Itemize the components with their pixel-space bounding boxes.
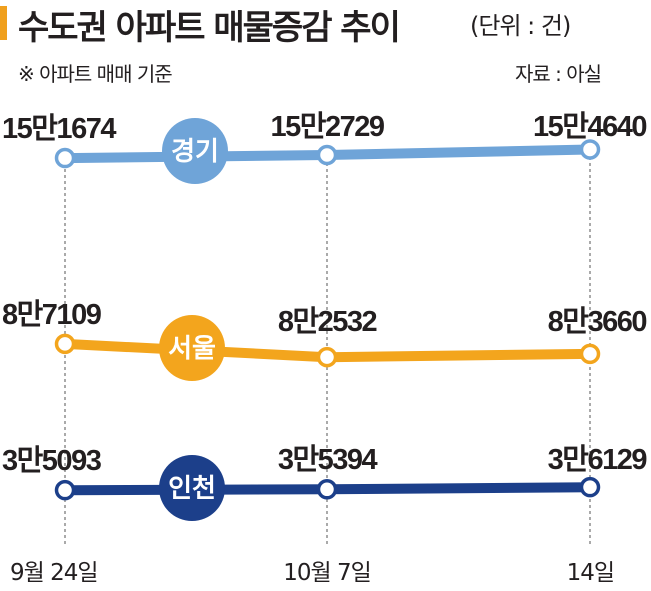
- series-bubble-1: [159, 315, 225, 381]
- data-point-1-1: [316, 346, 338, 368]
- data-point-0-0: [54, 147, 76, 169]
- data-label-2-0: 3만5093: [2, 444, 102, 477]
- data-label-1-0: 8만7109: [2, 298, 102, 331]
- data-point-2-2: [579, 476, 601, 498]
- series-name-label-1: 서울: [168, 334, 216, 364]
- data-label-0-0: 15만1674: [2, 112, 116, 145]
- x-tick-label-1: 10월 7일: [283, 560, 371, 586]
- data-label-0-2: 15만4640: [533, 110, 646, 143]
- x-tick-label-2: 14일: [567, 560, 614, 586]
- series-name-label-0: 경기: [171, 137, 219, 167]
- data-label-2-2: 3만6129: [548, 443, 648, 476]
- title-accent-bar: [0, 6, 7, 40]
- chart-title: 수도권 아파트 매물증감 추이: [18, 8, 401, 48]
- data-label-2-1: 3만5394: [278, 443, 378, 476]
- data-point-0-1: [316, 144, 338, 166]
- series-name-label-2: 인천: [168, 474, 216, 504]
- source-note: 자료 : 아실: [514, 62, 602, 86]
- data-point-1-0: [54, 333, 76, 355]
- data-label-1-1: 8만2532: [278, 305, 377, 338]
- x-tick-label-0: 9월 24일: [10, 560, 98, 586]
- data-point-1-2: [579, 343, 601, 365]
- data-point-2-0: [54, 479, 76, 501]
- data-label-0-1: 15만2729: [271, 110, 385, 143]
- data-label-1-2: 8만3660: [548, 305, 647, 338]
- basis-note: ※ 아파트 매매 기준: [18, 62, 173, 86]
- data-point-0-2: [579, 139, 601, 160]
- data-point-2-1: [316, 479, 338, 500]
- series-bubble-2: [159, 455, 225, 521]
- series-bubble-0: [162, 118, 228, 184]
- unit-note: (단위 : 건): [470, 12, 571, 40]
